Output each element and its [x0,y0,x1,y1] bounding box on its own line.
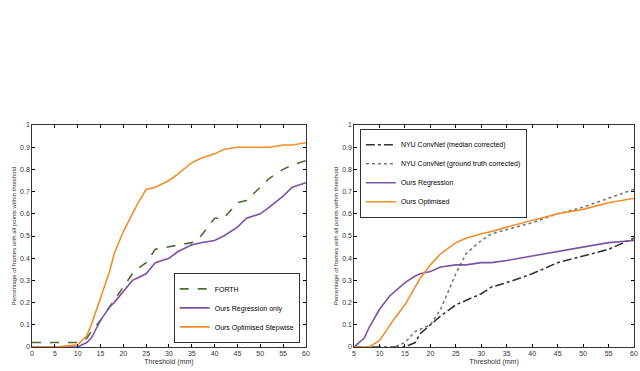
svg-text:0: 0 [26,343,30,350]
svg-text:10: 10 [376,350,384,357]
svg-text:0.2: 0.2 [20,299,30,306]
svg-text:40: 40 [528,350,536,357]
svg-text:55: 55 [605,350,613,357]
svg-text:50: 50 [579,350,587,357]
svg-text:Percentage of frames with all: Percentage of frames with all points wit… [11,167,17,305]
svg-text:0.4: 0.4 [342,255,352,262]
svg-text:0.1: 0.1 [342,321,352,328]
svg-text:20: 20 [119,350,127,357]
svg-text:Threshold (mm): Threshold (mm) [469,358,518,366]
svg-text:Ours Optimised Stepwise: Ours Optimised Stepwise [215,324,294,332]
svg-text:25: 25 [142,350,150,357]
svg-text:0: 0 [30,350,34,357]
svg-text:45: 45 [554,350,562,357]
svg-text:1: 1 [348,121,352,128]
svg-text:0.7: 0.7 [20,188,30,195]
svg-text:0.9: 0.9 [342,144,352,151]
svg-text:0.5: 0.5 [342,232,352,239]
svg-text:0.2: 0.2 [342,299,352,306]
svg-text:60: 60 [302,350,310,357]
svg-text:5: 5 [352,350,356,357]
svg-text:60: 60 [630,350,638,357]
svg-text:30: 30 [165,350,173,357]
svg-text:1: 1 [26,121,30,128]
svg-text:0.6: 0.6 [342,210,352,217]
svg-text:50: 50 [256,350,264,357]
svg-text:0.8: 0.8 [20,166,30,173]
svg-text:25: 25 [452,350,460,357]
svg-text:0.3: 0.3 [342,277,352,284]
svg-text:35: 35 [503,350,511,357]
svg-text:20: 20 [427,350,435,357]
svg-text:15: 15 [401,350,409,357]
svg-text:30: 30 [477,350,485,357]
svg-text:0.3: 0.3 [20,277,30,284]
svg-text:0.9: 0.9 [20,144,30,151]
svg-text:5: 5 [53,350,57,357]
svg-text:0: 0 [348,343,352,350]
svg-text:Threshold (mm): Threshold (mm) [144,358,193,366]
svg-text:Ours Optimised: Ours Optimised [401,198,450,206]
svg-text:35: 35 [188,350,196,357]
svg-text:0.5: 0.5 [20,232,30,239]
svg-text:15: 15 [97,350,105,357]
svg-text:45: 45 [234,350,242,357]
svg-text:Ours Regression: Ours Regression [401,179,454,187]
svg-text:FORTH: FORTH [215,286,239,293]
svg-text:Percentage of frames with all: Percentage of frames with all points wit… [333,167,339,305]
svg-text:NYU ConvNet (median corrected): NYU ConvNet (median corrected) [401,141,506,149]
svg-text:55: 55 [279,350,287,357]
svg-text:0.4: 0.4 [20,255,30,262]
svg-text:10: 10 [74,350,82,357]
svg-text:Ours Regression only: Ours Regression only [215,305,283,313]
svg-text:0.6: 0.6 [20,210,30,217]
svg-text:40: 40 [211,350,219,357]
svg-text:0.7: 0.7 [342,188,352,195]
svg-text:0.8: 0.8 [342,166,352,173]
svg-text:0.1: 0.1 [20,321,30,328]
svg-text:NYU ConvNet (ground truth corr: NYU ConvNet (ground truth corrected) [401,160,520,168]
